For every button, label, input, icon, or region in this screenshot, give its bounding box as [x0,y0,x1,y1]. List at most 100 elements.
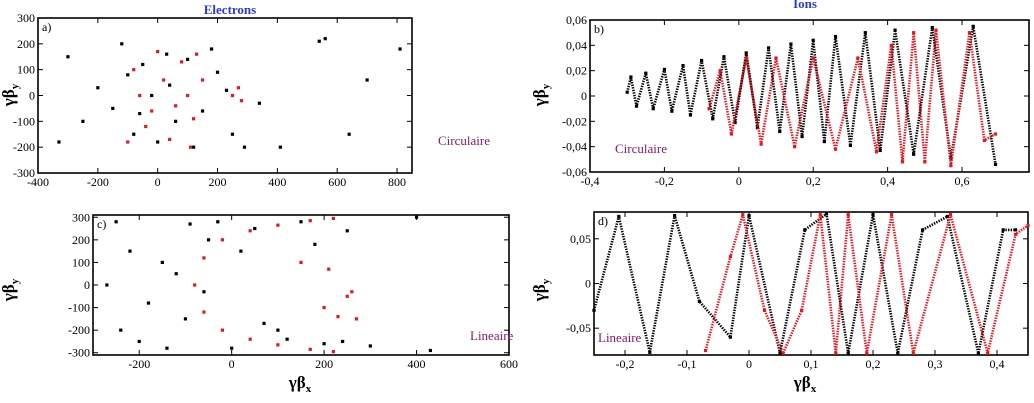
y-tick-label: 200 [17,37,35,51]
data-point [967,31,972,35]
data-point [331,216,335,220]
data-point [398,47,402,51]
data-point [648,350,652,354]
data-point [865,351,869,355]
data-point [697,299,701,303]
data-point [119,328,123,332]
data-point [800,308,804,312]
data-point [160,260,164,265]
series-2 [707,28,998,168]
data-point [759,142,763,146]
x-tick-label: 0 [229,357,235,371]
data-point [755,126,760,130]
data-point [976,351,980,355]
data-point [833,34,838,39]
data-point [774,56,778,60]
chart-panel-4: -0,2 -0,1 0 0,1 0,2 0,3 0,4 -0,05 0 0,05 d) Lineair… [530,211,1030,395]
y-tick-label: -0,02 [562,114,587,128]
data-point [629,75,633,79]
data-point [350,290,354,294]
y-tick-label: 0 [581,89,587,103]
x-axis-label: γβx [288,373,312,395]
data-point [846,213,850,217]
data-point [141,62,145,67]
data-point [651,107,655,111]
series-1 [625,24,998,166]
y-axis-label: γβy [0,83,21,107]
x-tick-label: 0,4 [990,357,1005,371]
data-point [66,55,70,59]
data-point [174,272,178,276]
data-point [236,86,241,90]
y-tick-label: 100 [17,63,35,77]
data-point [834,351,838,355]
data-point [744,56,748,60]
data-point [347,132,351,136]
data-point [191,145,196,149]
data-point [722,55,726,59]
data-point [168,137,172,142]
y-tick-label: -0,05 [566,321,591,335]
data-point [248,229,252,233]
data-point [1001,228,1005,232]
data-point [150,109,154,113]
data-point [414,215,419,219]
data-point [224,88,229,92]
data-point [729,132,733,136]
data-point [278,145,282,149]
data-point [105,283,109,287]
data-point [202,256,206,260]
data-point [889,43,893,47]
data-point [625,90,629,94]
y-axis-label: γβy [0,278,21,302]
data-point [1014,232,1018,236]
panel-letter: a) [42,20,51,34]
data-point [313,242,317,246]
x-tick-label: 0,2 [806,174,821,188]
data-point [986,351,990,355]
x-tick-label: 0 [736,174,742,188]
chart-panel-1: -400 -200 0 200 400 600 800 -300 -200 -100 0 100 200… [0,11,490,189]
series-2 [126,49,244,149]
mode-label: Lineaire [598,330,642,345]
data-point [322,342,326,346]
data-point [673,213,677,218]
data-point [96,86,100,90]
data-point [126,140,130,144]
chart-panel-3: -200 0 200 400 600 -300 -200 -100 0 100 200 300 c) Li… [0,210,518,395]
data-point [681,64,685,68]
data-point [818,213,822,217]
x-axis-label: γβx [793,373,817,395]
data-point [644,71,648,75]
y-tick-label: 300 [72,210,90,224]
data-point [336,315,340,319]
mode-label: Circulaire [615,141,667,156]
data-point [365,78,369,82]
x-tick-label: 400 [408,357,426,371]
data-point [220,328,225,332]
y-tick-label: 0 [585,277,591,291]
x-tick-label: 400 [268,175,286,189]
data-point [707,107,711,111]
data-point [230,346,234,350]
data-point [934,28,938,32]
y-tick-label: 0,06 [566,13,587,27]
data-point [341,339,345,344]
data-point [822,140,826,144]
data-point [186,57,190,61]
data-point [323,37,327,41]
data-point [811,38,815,42]
data-point [137,339,141,344]
data-point [299,220,303,224]
data-point [670,109,674,113]
series-2 [193,216,359,354]
data-point [728,335,732,339]
data-point [174,104,178,108]
data-point [700,58,704,63]
plot-frame [92,214,510,356]
x-tick-label: -0,2 [655,174,674,188]
series-1 [57,37,402,149]
mode-label: Lineaire [470,328,514,343]
data-point [200,109,205,113]
